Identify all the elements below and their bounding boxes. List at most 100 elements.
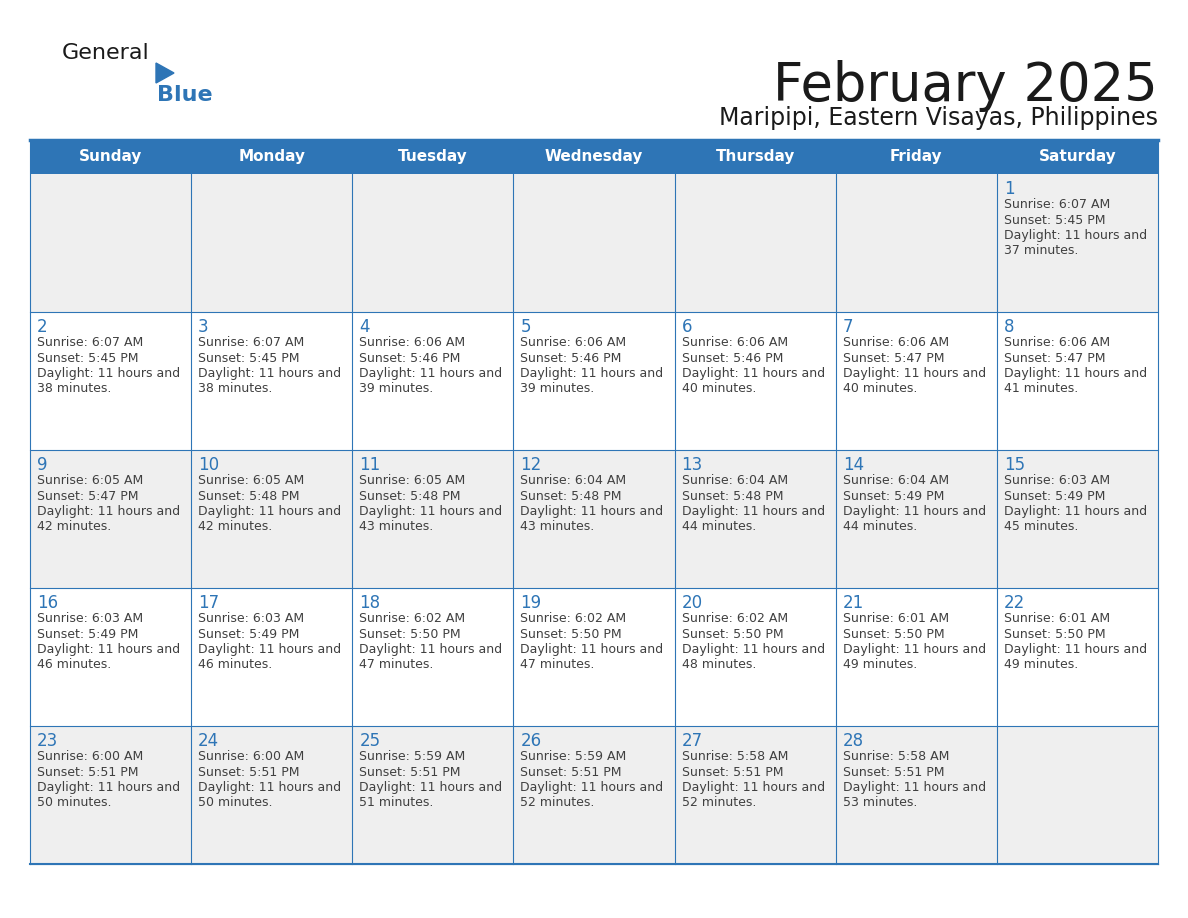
Text: Daylight: 11 hours and: Daylight: 11 hours and — [842, 643, 986, 656]
Text: Sunrise: 6:05 AM: Sunrise: 6:05 AM — [198, 474, 304, 487]
Text: Wednesday: Wednesday — [545, 150, 643, 164]
Text: Daylight: 11 hours and: Daylight: 11 hours and — [359, 643, 503, 656]
Text: Sunrise: 5:58 AM: Sunrise: 5:58 AM — [842, 750, 949, 763]
Text: 43 minutes.: 43 minutes. — [359, 521, 434, 533]
Text: Sunrise: 6:06 AM: Sunrise: 6:06 AM — [520, 336, 626, 349]
Text: 52 minutes.: 52 minutes. — [682, 797, 756, 810]
Text: Daylight: 11 hours and: Daylight: 11 hours and — [520, 781, 664, 794]
Text: Sunrise: 6:06 AM: Sunrise: 6:06 AM — [682, 336, 788, 349]
Text: Sunset: 5:49 PM: Sunset: 5:49 PM — [842, 489, 944, 502]
Text: 21: 21 — [842, 594, 864, 612]
Text: Daylight: 11 hours and: Daylight: 11 hours and — [520, 505, 664, 518]
Text: 8: 8 — [1004, 318, 1015, 336]
Text: Daylight: 11 hours and: Daylight: 11 hours and — [37, 643, 181, 656]
Text: Sunrise: 6:07 AM: Sunrise: 6:07 AM — [1004, 198, 1110, 211]
Text: Sunrise: 6:06 AM: Sunrise: 6:06 AM — [359, 336, 466, 349]
Text: Sunset: 5:50 PM: Sunset: 5:50 PM — [842, 628, 944, 641]
Text: February 2025: February 2025 — [773, 60, 1158, 112]
Text: 15: 15 — [1004, 456, 1025, 474]
Text: Daylight: 11 hours and: Daylight: 11 hours and — [37, 367, 181, 380]
Text: Daylight: 11 hours and: Daylight: 11 hours and — [520, 367, 664, 380]
Text: 38 minutes.: 38 minutes. — [198, 383, 272, 396]
Text: 1: 1 — [1004, 180, 1015, 198]
Text: Sunset: 5:50 PM: Sunset: 5:50 PM — [520, 628, 623, 641]
Text: 45 minutes.: 45 minutes. — [1004, 521, 1079, 533]
Text: Sunrise: 6:06 AM: Sunrise: 6:06 AM — [842, 336, 949, 349]
Text: Daylight: 11 hours and: Daylight: 11 hours and — [682, 367, 824, 380]
Text: 19: 19 — [520, 594, 542, 612]
Bar — [30, 450, 1158, 588]
Text: Sunset: 5:48 PM: Sunset: 5:48 PM — [198, 489, 299, 502]
Text: 27: 27 — [682, 732, 702, 750]
Text: Sunrise: 6:04 AM: Sunrise: 6:04 AM — [520, 474, 626, 487]
Bar — [30, 140, 1158, 174]
Text: Sunset: 5:51 PM: Sunset: 5:51 PM — [37, 766, 139, 778]
Text: Daylight: 11 hours and: Daylight: 11 hours and — [842, 367, 986, 380]
Text: 5: 5 — [520, 318, 531, 336]
Text: Sunrise: 6:00 AM: Sunrise: 6:00 AM — [198, 750, 304, 763]
Polygon shape — [156, 63, 173, 83]
Text: 47 minutes.: 47 minutes. — [520, 658, 595, 671]
Text: 28: 28 — [842, 732, 864, 750]
Text: Sunset: 5:49 PM: Sunset: 5:49 PM — [198, 628, 299, 641]
Text: Daylight: 11 hours and: Daylight: 11 hours and — [198, 643, 341, 656]
Text: Sunset: 5:47 PM: Sunset: 5:47 PM — [842, 352, 944, 364]
Bar — [30, 174, 1158, 312]
Text: Sunrise: 6:02 AM: Sunrise: 6:02 AM — [682, 612, 788, 625]
Text: 42 minutes.: 42 minutes. — [37, 521, 112, 533]
Text: Sunrise: 6:06 AM: Sunrise: 6:06 AM — [1004, 336, 1110, 349]
Text: Sunset: 5:45 PM: Sunset: 5:45 PM — [198, 352, 299, 364]
Text: Daylight: 11 hours and: Daylight: 11 hours and — [842, 505, 986, 518]
Text: 25: 25 — [359, 732, 380, 750]
Text: Friday: Friday — [890, 150, 942, 164]
Text: Daylight: 11 hours and: Daylight: 11 hours and — [1004, 505, 1146, 518]
Text: 3: 3 — [198, 318, 209, 336]
Text: 52 minutes.: 52 minutes. — [520, 797, 595, 810]
Text: Sunset: 5:45 PM: Sunset: 5:45 PM — [1004, 214, 1105, 227]
Text: 22: 22 — [1004, 594, 1025, 612]
Text: Sunrise: 6:03 AM: Sunrise: 6:03 AM — [37, 612, 143, 625]
Text: Daylight: 11 hours and: Daylight: 11 hours and — [682, 505, 824, 518]
Text: Daylight: 11 hours and: Daylight: 11 hours and — [682, 643, 824, 656]
Text: Daylight: 11 hours and: Daylight: 11 hours and — [37, 781, 181, 794]
Text: Sunrise: 6:07 AM: Sunrise: 6:07 AM — [37, 336, 144, 349]
Text: Sunset: 5:46 PM: Sunset: 5:46 PM — [359, 352, 461, 364]
Text: 2: 2 — [37, 318, 48, 336]
Text: 16: 16 — [37, 594, 58, 612]
Text: 50 minutes.: 50 minutes. — [37, 797, 112, 810]
Text: Daylight: 11 hours and: Daylight: 11 hours and — [37, 505, 181, 518]
Text: Daylight: 11 hours and: Daylight: 11 hours and — [1004, 367, 1146, 380]
Text: 44 minutes.: 44 minutes. — [842, 521, 917, 533]
Text: 12: 12 — [520, 456, 542, 474]
Text: 4: 4 — [359, 318, 369, 336]
Text: Monday: Monday — [239, 150, 305, 164]
Text: 47 minutes.: 47 minutes. — [359, 658, 434, 671]
Text: Sunrise: 5:58 AM: Sunrise: 5:58 AM — [682, 750, 788, 763]
Text: 41 minutes.: 41 minutes. — [1004, 383, 1078, 396]
Text: Saturday: Saturday — [1038, 150, 1117, 164]
Bar — [30, 588, 1158, 726]
Text: Sunset: 5:48 PM: Sunset: 5:48 PM — [359, 489, 461, 502]
Text: Sunrise: 6:00 AM: Sunrise: 6:00 AM — [37, 750, 144, 763]
Text: Sunrise: 6:02 AM: Sunrise: 6:02 AM — [520, 612, 626, 625]
Text: Maripipi, Eastern Visayas, Philippines: Maripipi, Eastern Visayas, Philippines — [719, 106, 1158, 130]
Text: Sunset: 5:49 PM: Sunset: 5:49 PM — [37, 628, 138, 641]
Text: Daylight: 11 hours and: Daylight: 11 hours and — [359, 367, 503, 380]
Text: Sunset: 5:47 PM: Sunset: 5:47 PM — [1004, 352, 1105, 364]
Bar — [30, 726, 1158, 864]
Text: Sunset: 5:50 PM: Sunset: 5:50 PM — [682, 628, 783, 641]
Text: 11: 11 — [359, 456, 380, 474]
Text: 40 minutes.: 40 minutes. — [842, 383, 917, 396]
Text: Daylight: 11 hours and: Daylight: 11 hours and — [682, 781, 824, 794]
Text: Sunrise: 5:59 AM: Sunrise: 5:59 AM — [359, 750, 466, 763]
Text: Sunset: 5:46 PM: Sunset: 5:46 PM — [520, 352, 621, 364]
Text: 49 minutes.: 49 minutes. — [842, 658, 917, 671]
Text: 53 minutes.: 53 minutes. — [842, 797, 917, 810]
Text: Sunrise: 6:03 AM: Sunrise: 6:03 AM — [198, 612, 304, 625]
Text: Daylight: 11 hours and: Daylight: 11 hours and — [359, 781, 503, 794]
Text: 7: 7 — [842, 318, 853, 336]
Text: Sunrise: 6:05 AM: Sunrise: 6:05 AM — [359, 474, 466, 487]
Text: 49 minutes.: 49 minutes. — [1004, 658, 1078, 671]
Text: Sunset: 5:51 PM: Sunset: 5:51 PM — [359, 766, 461, 778]
Text: 40 minutes.: 40 minutes. — [682, 383, 756, 396]
